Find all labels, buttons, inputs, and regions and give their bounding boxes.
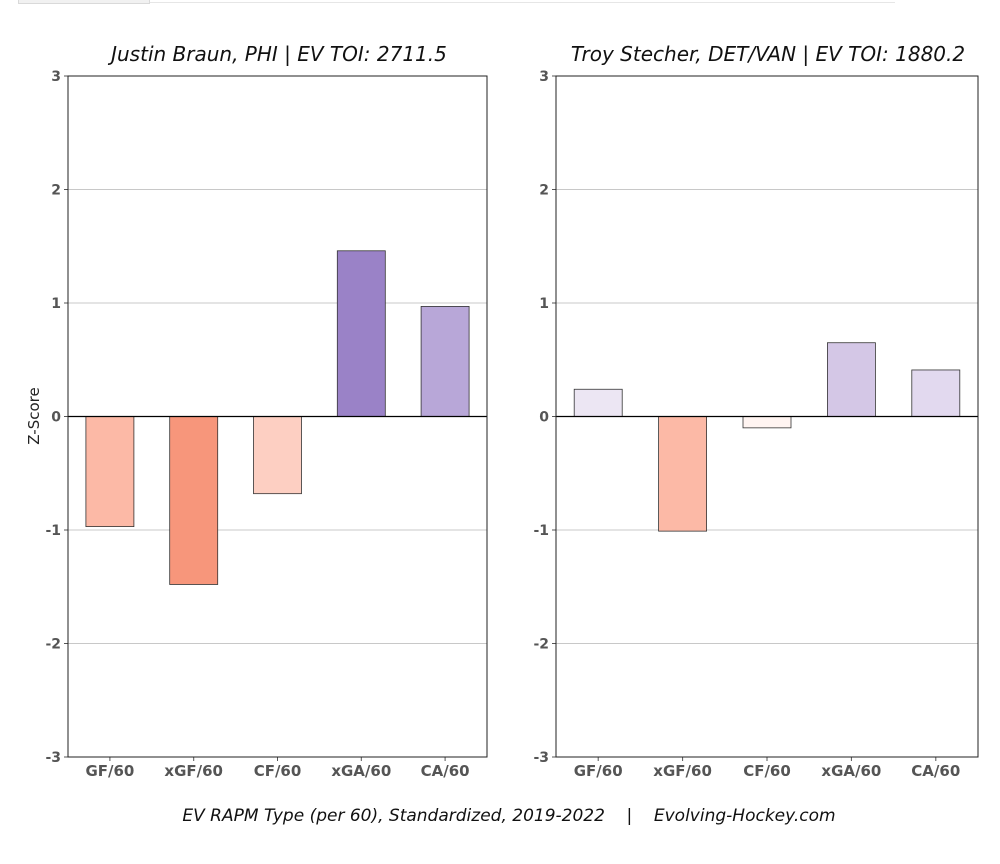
y-tick-label: 1 xyxy=(539,296,549,312)
y-tick-label: -1 xyxy=(533,523,549,539)
chart-panel-right: Troy Stecher, DET/VAN | EV TOI: 1880.2 3 2… xyxy=(533,42,979,780)
y-tick-label: 2 xyxy=(51,183,61,199)
y-tick-label: 1 xyxy=(51,296,61,312)
x-tick-label: GF/60 xyxy=(574,762,623,780)
y-tick-label: -2 xyxy=(533,637,549,653)
figure-caption: EV RAPM Type (per 60), Standardized, 201… xyxy=(182,806,835,826)
bar-xga-60 xyxy=(827,342,876,417)
x-tick-label: CF/60 xyxy=(743,762,791,780)
x-tick-label: xGA/60 xyxy=(331,762,391,780)
x-tick-label: CA/60 xyxy=(911,762,960,780)
y-tick-label: 3 xyxy=(539,69,549,85)
plot-frame xyxy=(555,75,979,758)
bar-ca-60 xyxy=(420,306,470,417)
chart-title: Justin Braun, PHI | EV TOI: 2711.5 xyxy=(107,42,447,66)
x-tick-label: CA/60 xyxy=(421,762,470,780)
bar-xgf-60 xyxy=(169,416,219,585)
plot-frame xyxy=(67,75,488,758)
x-tick-label: CF/60 xyxy=(254,762,302,780)
y-tick-label: -1 xyxy=(45,523,61,539)
x-tick-label: GF/60 xyxy=(85,762,134,780)
y-tick-label: 0 xyxy=(51,410,61,426)
bar-gf-60 xyxy=(573,388,623,417)
top-toolbar-strip xyxy=(0,0,1000,8)
chart-title: Troy Stecher, DET/VAN | EV TOI: 1880.2 xyxy=(571,42,965,66)
y-tick-label: 3 xyxy=(51,69,61,85)
bar-cf-60 xyxy=(742,416,792,429)
toolbar-divider xyxy=(150,2,895,3)
bar-gf-60 xyxy=(85,416,135,527)
x-tick-label: xGA/60 xyxy=(821,762,881,780)
x-tick-label: xGF/60 xyxy=(653,762,712,780)
y-axis-label: Z-Score xyxy=(25,387,43,444)
bar-xgf-60 xyxy=(658,416,707,532)
bar-cf-60 xyxy=(253,416,302,495)
toolbar-tab[interactable] xyxy=(18,0,150,4)
bar-xga-60 xyxy=(336,250,386,417)
y-tick-label: -3 xyxy=(45,750,61,766)
y-tick-label: -3 xyxy=(533,750,549,766)
y-tick-label: -2 xyxy=(45,637,61,653)
y-tick-label: 0 xyxy=(539,410,549,426)
y-tick-label: 2 xyxy=(539,183,549,199)
bar-ca-60 xyxy=(911,369,961,417)
x-tick-label: xGF/60 xyxy=(164,762,223,780)
chart-panel-left: Justin Braun, PHI | EV TOI: 2711.5 3 2 1 0 -1… xyxy=(45,42,488,780)
